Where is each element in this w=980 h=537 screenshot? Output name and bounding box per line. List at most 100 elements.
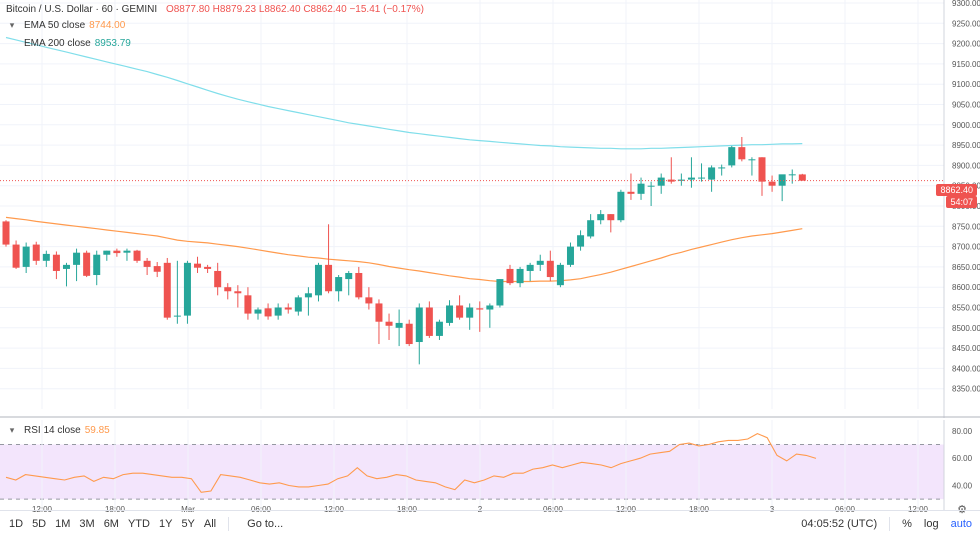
candle-body	[224, 287, 232, 292]
candle-body	[748, 159, 756, 161]
rsi-pane[interactable]: 80.00 60.00 40.00 12:00 18:00 Mar 06:00 12:00 18…	[0, 420, 980, 516]
main-price-chart[interactable]: 9300.00 9250.00 9200.00 9150.00 9100.00 9050.…	[0, 0, 980, 418]
candle-body	[284, 307, 292, 310]
candle-body	[214, 270, 222, 288]
candle-body	[123, 250, 131, 253]
rsi-band	[0, 444, 944, 500]
timeframe-button[interactable]: 3M	[79, 518, 95, 530]
candle-body	[607, 214, 615, 221]
timeframe-button[interactable]: 6M	[103, 518, 119, 530]
x-tick-label: 3	[770, 505, 775, 514]
candle-body	[667, 179, 675, 182]
ohlc-open: O8877.80	[165, 4, 210, 15]
ohlc-change: −15.41 (−0.17%)	[349, 4, 424, 15]
candle-body	[506, 268, 514, 284]
candle-body	[355, 272, 363, 298]
auto-toggle[interactable]: auto	[950, 518, 972, 530]
y-tick-label: 8550.00	[952, 304, 980, 313]
settings-gear-icon[interactable]: ⚙	[957, 503, 967, 516]
candle-body	[496, 279, 504, 306]
candle-body	[687, 177, 695, 180]
candle-body	[476, 308, 484, 310]
ema50-label: EMA 50 close	[24, 20, 86, 31]
timeframe-button[interactable]: 1Y	[158, 518, 173, 530]
candle-body	[617, 191, 625, 221]
timeframe-button[interactable]: All	[203, 518, 217, 530]
x-tick-label: 06:00	[251, 505, 272, 514]
rsi-tick-label: 80.00	[952, 427, 973, 436]
candle-body	[627, 191, 635, 194]
y-tick-label: 9300.00	[952, 0, 980, 8]
x-tick-label: Mar	[181, 505, 195, 514]
timeframe-button[interactable]: YTD	[127, 518, 150, 530]
x-tick-label: 06:00	[835, 505, 856, 514]
y-tick-label: 9050.00	[952, 101, 980, 110]
candle-body	[566, 246, 574, 265]
timeframe-button[interactable]: 5Y	[181, 518, 195, 530]
candle-body	[173, 315, 181, 317]
candle-body	[647, 185, 655, 187]
percent-toggle[interactable]: %	[902, 518, 912, 530]
candle-body	[83, 252, 91, 276]
candle-body	[798, 174, 806, 181]
ema200-legend[interactable]: EMA 200 close 8953.79	[6, 34, 131, 49]
candle-body	[163, 262, 171, 318]
y-tick-label: 8700.00	[952, 243, 980, 252]
candle-body	[395, 322, 403, 328]
candle-body	[486, 305, 494, 310]
candle-body	[12, 244, 20, 268]
x-tick-label: 12:00	[908, 505, 929, 514]
candle-body	[587, 220, 595, 237]
chevron-icon[interactable]: ▾	[9, 425, 15, 435]
candle-body	[254, 309, 262, 314]
utc-clock[interactable]: 04:05:52 (UTC)	[801, 518, 878, 530]
bottom-toolbar: 1D 5D 1M 3M 6M YTD 1Y 5Y All Go to... 04…	[0, 510, 980, 537]
y-tick-label: 8950.00	[952, 141, 980, 150]
toolbar-divider	[228, 517, 230, 531]
x-tick-label: 12:00	[616, 505, 637, 514]
candle-body	[183, 262, 191, 316]
candle-body	[52, 254, 60, 271]
ema200-label: EMA 200 close	[24, 38, 91, 49]
y-tick-label: 9250.00	[952, 19, 980, 28]
toolbar-divider	[889, 517, 891, 531]
candle-body	[718, 167, 726, 169]
candle-body	[325, 264, 333, 292]
ohlc-close: C8862.40	[303, 4, 347, 15]
y-tick-label: 9200.00	[952, 40, 980, 49]
candle-body	[708, 167, 716, 180]
chevron-icon[interactable]: ▾	[9, 20, 15, 30]
x-tick-label: 2	[478, 505, 483, 514]
candle-body	[62, 264, 70, 269]
timeframe-button[interactable]: 1M	[55, 518, 71, 530]
candle-body	[365, 297, 373, 304]
timeframe-button[interactable]: 1D	[9, 518, 24, 530]
goto-button[interactable]: Go to...	[247, 518, 284, 530]
y-tick-label: 8650.00	[952, 263, 980, 272]
candle-body	[143, 260, 151, 267]
candle-body	[194, 263, 202, 268]
rsi-tick-label: 60.00	[952, 454, 973, 463]
candle-body	[738, 147, 746, 160]
ema50-line	[5, 216, 803, 283]
timeframe-button[interactable]: 5D	[32, 518, 47, 530]
ohlc-low: L8862.40	[258, 4, 301, 15]
symbol-title: Bitcoin / U.S. Dollar · 60 · GEMINI	[6, 4, 158, 15]
candle-body	[657, 177, 665, 186]
y-tick-label: 9100.00	[952, 80, 980, 89]
rsi-legend[interactable]: ▾ RSI 14 close 59.85	[6, 424, 110, 436]
chevron-icon[interactable]	[6, 34, 18, 46]
ema50-legend[interactable]: ▾ EMA 50 close 8744.00	[6, 19, 126, 31]
log-toggle[interactable]: log	[923, 518, 939, 530]
ema200-value: 8953.79	[94, 38, 131, 49]
candle-body	[244, 295, 252, 314]
rsi-tick-label: 40.00	[952, 482, 973, 491]
candle-body	[153, 266, 161, 272]
candle-body	[516, 268, 524, 284]
y-tick-label: 8500.00	[952, 324, 980, 333]
candle-body	[637, 183, 645, 194]
y-tick-label: 8900.00	[952, 161, 980, 170]
candle-body	[234, 291, 242, 294]
candle-body	[778, 174, 786, 186]
x-tick-label: 18:00	[689, 505, 710, 514]
